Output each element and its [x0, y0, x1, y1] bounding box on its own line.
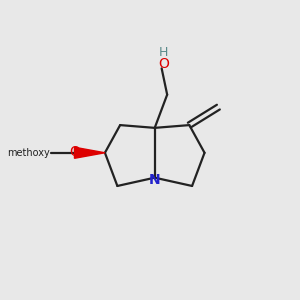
- Text: methoxy: methoxy: [7, 148, 50, 158]
- Text: O: O: [70, 145, 80, 159]
- Text: N: N: [149, 173, 161, 187]
- Text: H: H: [159, 46, 169, 59]
- Polygon shape: [74, 147, 105, 158]
- Text: O: O: [158, 57, 169, 71]
